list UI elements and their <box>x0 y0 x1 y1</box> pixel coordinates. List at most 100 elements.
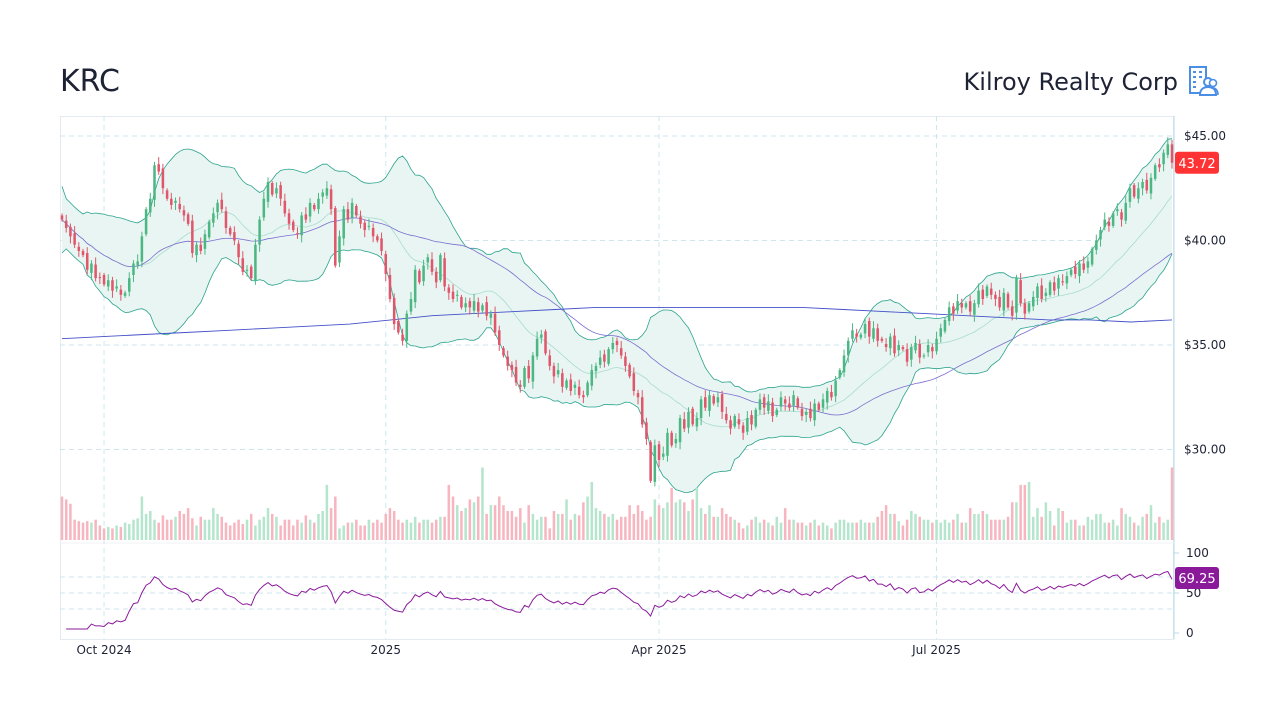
volume-bar <box>952 519 955 540</box>
volume-bar <box>1141 516 1144 540</box>
candle-body <box>796 398 800 408</box>
volume-bar <box>1023 484 1027 540</box>
candle-body <box>334 208 337 266</box>
candle-body <box>455 294 459 296</box>
candle-body <box>825 390 829 403</box>
volume-bar <box>1149 505 1153 540</box>
candle-body <box>750 415 753 425</box>
volume-bar <box>670 487 673 540</box>
candle-body <box>788 403 791 408</box>
candle-body <box>657 444 661 460</box>
candle-body <box>1027 303 1031 312</box>
candle-body <box>792 395 795 406</box>
candle-body <box>926 345 930 353</box>
volume-bar <box>678 499 682 540</box>
volume-bar <box>838 519 842 540</box>
candle-body <box>342 209 345 239</box>
date-tick-label: Apr 2025 <box>631 643 686 657</box>
volume-bar <box>830 528 833 540</box>
volume-bar <box>897 521 900 540</box>
volume-bar <box>455 505 459 540</box>
candle-body <box>1111 213 1115 226</box>
volume-bar <box>481 467 484 540</box>
volume-bar <box>918 516 921 540</box>
volume-bar <box>725 513 728 540</box>
candle-body <box>868 320 871 337</box>
volume-bar <box>821 522 825 540</box>
volume-bar <box>371 522 375 540</box>
candle-body <box>1120 212 1123 220</box>
candle-body <box>371 227 375 237</box>
volume-bar <box>872 522 875 540</box>
candle-body <box>220 199 224 210</box>
candle-body <box>119 289 123 295</box>
volume-bar <box>203 519 207 540</box>
volume-bar <box>1095 513 1098 540</box>
volume-bar <box>619 516 623 540</box>
candle-body <box>872 328 875 339</box>
volume-bar <box>355 519 358 540</box>
candle-body <box>308 202 312 217</box>
volume-bar <box>422 519 425 540</box>
candle-body <box>313 204 316 210</box>
candle-body <box>1149 177 1153 194</box>
candle-body <box>1069 269 1073 275</box>
volume-bar <box>212 508 215 540</box>
office-building-people-icon <box>1189 66 1219 96</box>
volume-bar <box>1019 484 1022 540</box>
volume-bar <box>317 513 320 540</box>
volume-bar <box>548 528 551 540</box>
volume-bar <box>1048 511 1052 540</box>
candle-body <box>817 403 821 410</box>
volume-bar <box>947 522 951 540</box>
volume-bar <box>514 516 518 540</box>
candle-body <box>69 226 72 237</box>
volume-bar <box>418 522 421 540</box>
candle-body <box>1036 286 1039 298</box>
candle-body <box>418 270 421 283</box>
volume-bar <box>443 516 446 540</box>
volume-bar <box>144 513 148 540</box>
volume-bar <box>350 522 354 540</box>
candle-body <box>649 442 652 481</box>
candle-body <box>767 401 770 411</box>
volume-bar <box>1128 516 1132 540</box>
candle-body <box>296 233 299 235</box>
volume-bar <box>376 519 379 540</box>
volume-bar <box>884 505 888 540</box>
volume-bar <box>1044 502 1048 540</box>
volume-bar <box>119 526 123 540</box>
volume-bar <box>998 519 1001 540</box>
volume-bar <box>115 525 118 540</box>
volume-bar <box>359 525 362 540</box>
candle-body <box>388 274 392 300</box>
volume-bar <box>342 525 345 540</box>
candle-body <box>123 292 127 296</box>
volume-bar <box>249 513 253 540</box>
price-tick-label: $45.00 <box>1184 129 1226 143</box>
candle-body <box>1103 219 1106 227</box>
candle-body <box>376 236 379 241</box>
volume-bar <box>498 496 501 540</box>
date-tick-label: Jul 2025 <box>911 643 961 657</box>
candle-body <box>800 408 804 417</box>
volume-bar <box>771 525 774 540</box>
volume-bar <box>767 522 770 540</box>
volume-bar <box>657 505 661 540</box>
date-tick-label: Oct 2024 <box>76 643 131 657</box>
candle-body <box>161 168 165 189</box>
volume-bar <box>1132 522 1136 540</box>
rsi-tick-label: 50 <box>1186 586 1201 600</box>
candle-body <box>1023 303 1027 314</box>
candle-body <box>434 271 438 283</box>
candle-body <box>422 265 425 282</box>
volume-bar <box>69 503 72 540</box>
candle-body <box>821 399 825 408</box>
candle-body <box>519 384 522 387</box>
volume-bar <box>106 526 110 540</box>
volume-bar <box>287 519 291 540</box>
volume-bar <box>1002 519 1006 540</box>
candle-body <box>170 198 173 205</box>
volume-bar <box>153 519 156 540</box>
